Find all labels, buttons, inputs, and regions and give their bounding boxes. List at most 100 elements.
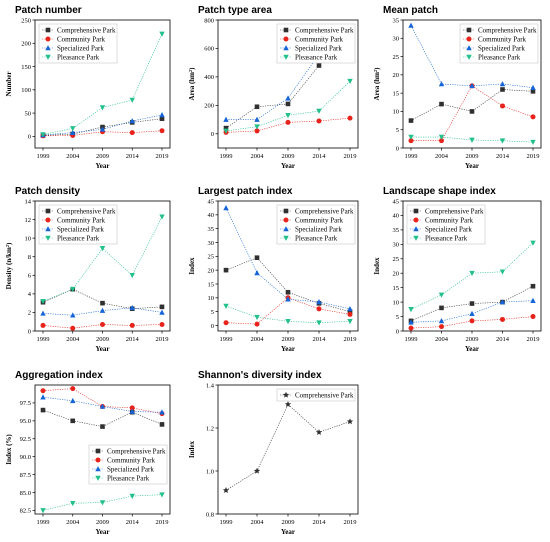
- x-tick-label: 2004: [66, 153, 80, 160]
- x-tick-label: 2014: [496, 153, 510, 160]
- y-tick-label: 0: [396, 328, 399, 335]
- data-point: [222, 487, 230, 494]
- legend-marker: [45, 208, 51, 214]
- y-axis-label: Density (n/km²): [5, 242, 13, 289]
- series-specialized-park: [408, 297, 536, 325]
- data-point: [530, 89, 536, 94]
- chart-largest-patch-index: Largest patch index 0 5 10 15 20 25 30 35 40 45 199…: [188, 186, 359, 353]
- y-tick-label: 14: [25, 198, 32, 205]
- chart-title: Patch type area: [198, 5, 272, 16]
- legend-label: Comprehensive Park: [425, 207, 484, 215]
- data-point: [408, 22, 414, 28]
- data-point: [70, 126, 76, 132]
- legend-label: Specialized Park: [295, 225, 342, 233]
- data-point: [40, 310, 46, 316]
- y-tick-label: 90.0: [20, 454, 31, 461]
- chart-landscape-shape-index: Landscape shape index 0 5 10 15 20 25 30 35 40 45 1…: [373, 186, 542, 353]
- y-tick-label: 10: [393, 109, 400, 116]
- series-community-park: [40, 322, 165, 331]
- data-point: [499, 269, 506, 275]
- legend-marker: [413, 217, 419, 223]
- legend-box: [406, 204, 486, 245]
- chart-title: Mean patch: [383, 5, 438, 16]
- x-tick-label: 2009: [96, 519, 109, 526]
- y-tick-label: 0: [28, 134, 31, 141]
- data-point: [530, 314, 536, 320]
- x-tick-label: 2009: [466, 153, 479, 160]
- data-point: [70, 500, 76, 507]
- data-point: [469, 318, 475, 324]
- series-community-park: [223, 115, 353, 135]
- data-point: [129, 322, 135, 328]
- chart-patch-type-area: Patch type area 0 200 400 600 800 1999 2004 2009…: [188, 5, 359, 170]
- x-tick-label: 2009: [96, 153, 109, 160]
- y-tick-label: 45: [208, 198, 215, 205]
- data-point: [284, 401, 292, 408]
- x-tick-label: 1999: [405, 153, 418, 160]
- series-comprehensive-park: [408, 283, 536, 324]
- series-line: [411, 85, 534, 141]
- data-point: [129, 118, 135, 124]
- legend-marker: [45, 235, 51, 241]
- data-point: [285, 101, 291, 107]
- x-tick-label: 2009: [282, 153, 295, 160]
- legend-box: [276, 204, 356, 245]
- x-axis-label: Year: [281, 528, 295, 536]
- data-point: [316, 306, 322, 312]
- y-tick-label: 82.5: [20, 508, 31, 515]
- legend-marker: [283, 45, 289, 51]
- data-point: [223, 205, 229, 211]
- data-point: [499, 81, 506, 87]
- chart-mean-patch: Mean patch 0 5 10 15 20 25 30 35 1999 2004 2009 2014…: [373, 5, 542, 170]
- data-point: [347, 319, 353, 325]
- y-tick-label: 0.8: [206, 511, 214, 518]
- data-point: [70, 286, 76, 293]
- y-tick-label: 87.5: [20, 472, 31, 479]
- y-tick-label: 200: [204, 103, 214, 110]
- legend-box: [38, 204, 118, 245]
- y-tick-label: 85.0: [20, 490, 31, 497]
- y-tick-label: 2: [28, 310, 31, 317]
- data-point: [254, 321, 260, 327]
- data-point: [254, 104, 260, 110]
- legend-label: Comprehensive Park: [295, 26, 354, 34]
- data-point: [159, 322, 165, 327]
- data-point: [70, 397, 76, 404]
- x-tick-label: 2009: [466, 336, 479, 343]
- y-tick-label: 40: [208, 212, 215, 219]
- x-tick-label: 2009: [282, 519, 295, 526]
- y-axis-label: Number: [5, 72, 13, 97]
- data-point: [99, 126, 106, 132]
- legend-label: Pleasance Park: [295, 234, 338, 242]
- x-tick-label: 1999: [37, 336, 50, 343]
- legend-label: Specialized Park: [107, 465, 154, 473]
- y-tick-label: 0: [396, 145, 399, 152]
- legend-marker: [283, 217, 289, 223]
- y-tick-label: 12: [25, 217, 32, 224]
- legend-marker: [283, 27, 289, 33]
- x-tick-label: 2019: [527, 153, 540, 160]
- y-tick-label: 6: [28, 273, 32, 280]
- data-point: [40, 322, 46, 328]
- y-tick-label: 92.5: [20, 436, 31, 443]
- series-community-park: [408, 314, 536, 331]
- data-point: [469, 82, 475, 89]
- data-point: [500, 103, 505, 109]
- x-axis-label: Year: [465, 162, 479, 170]
- data-point: [129, 304, 135, 311]
- data-point: [530, 240, 536, 246]
- data-point: [500, 87, 505, 92]
- legend-marker: [95, 475, 101, 481]
- data-point: [315, 429, 323, 435]
- y-tick-label: 95.0: [20, 418, 31, 425]
- y-tick-label: 10: [25, 235, 32, 242]
- x-axis-label: Year: [281, 345, 295, 353]
- series-line: [410, 89, 534, 121]
- data-point: [316, 108, 322, 114]
- data-point: [159, 409, 165, 415]
- x-tick-label: 2019: [344, 336, 357, 343]
- data-point: [254, 255, 260, 261]
- data-point: [285, 112, 291, 119]
